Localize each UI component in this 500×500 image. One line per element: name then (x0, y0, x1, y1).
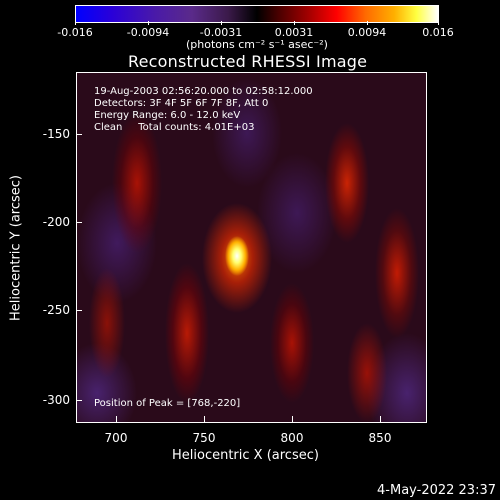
x-tick-mark (204, 416, 205, 422)
colorbar-tick-mark (221, 21, 222, 25)
colorbar-tick-label: -0.0031 (199, 26, 243, 39)
x-tick-label: 800 (280, 431, 304, 445)
info-time-range: 19-Aug-2003 02:56:20.000 to 02:58:12.000 (94, 86, 313, 97)
colorbar-tick-mark (294, 21, 295, 25)
colorbar-units: (photons cm⁻² s⁻¹ asec⁻²) (186, 38, 328, 51)
colorbar-tick-mark (75, 21, 76, 25)
y-tick-mark (76, 400, 82, 401)
colorbar-tick-mark (438, 21, 439, 25)
colorbar-tick-label: 0.0031 (274, 26, 314, 39)
rhessi-image (76, 72, 427, 423)
x-tick-mark (292, 416, 293, 422)
colorbar-tick-mark (148, 21, 149, 25)
info-energy-range: Energy Range: 6.0 - 12.0 keV (94, 110, 241, 121)
y-tick-label: -200 (42, 215, 70, 229)
info-method-counts: Clean Total counts: 4.01E+03 (94, 122, 255, 133)
colorbar-tick-mark (367, 21, 368, 25)
timestamp: 4-May-2022 23:37 (377, 483, 496, 498)
colorbar-tick-label: -0.0094 (126, 26, 170, 39)
y-tick-mark (76, 310, 82, 311)
x-tick-mark (116, 416, 117, 422)
peak-position: Position of Peak = [768,-220] (94, 398, 241, 409)
colorbar (75, 5, 439, 23)
plot-title: Reconstructed RHESSI Image (128, 52, 368, 71)
y-tick-mark (76, 134, 82, 135)
y-axis-label: Heliocentric Y (arcsec) (8, 175, 24, 321)
y-tick-mark (76, 222, 82, 223)
colorbar-tick-label: 0.0094 (347, 26, 387, 39)
x-tick-label: 750 (192, 431, 216, 445)
y-tick-label: -300 (42, 393, 70, 407)
info-detectors: Detectors: 3F 4F 5F 6F 7F 8F, Att 0 (94, 98, 269, 109)
x-tick-label: 850 (368, 431, 392, 445)
x-tick-mark (380, 416, 381, 422)
x-axis-label: Heliocentric X (arcsec) (172, 448, 319, 463)
y-tick-label: -250 (42, 303, 70, 317)
colorbar-tick-label: -0.016 (57, 26, 93, 39)
y-tick-label: -150 (42, 127, 70, 141)
x-tick-label: 700 (104, 431, 128, 445)
colorbar-tick-label: 0.016 (422, 26, 454, 39)
